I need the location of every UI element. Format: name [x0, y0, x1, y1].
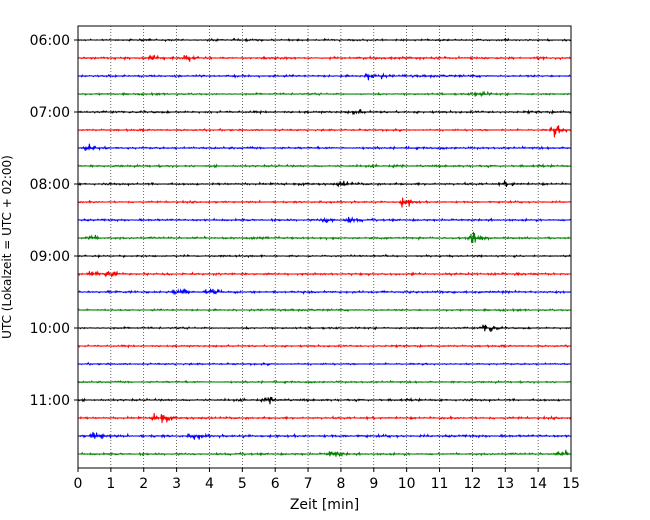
- seismic-trace: [77, 125, 571, 138]
- y-axis-label: UTC (Lokalzeit = UTC + 02:00): [0, 155, 14, 339]
- x-tick-label: 6: [271, 476, 280, 492]
- seismic-trace: [77, 431, 571, 440]
- seismic-trace: [77, 90, 571, 98]
- seismic-trace: [77, 197, 571, 208]
- x-tick-label: 15: [562, 476, 580, 492]
- seismic-trace: [77, 253, 571, 259]
- x-axis: 0 1 2 3 4 5 6 7 8 9 10 11 12 13 14 15: [74, 468, 580, 492]
- seismic-trace: [77, 324, 571, 332]
- x-tick-label: 2: [139, 476, 148, 492]
- x-tick-label: 8: [336, 476, 345, 492]
- y-tick-label: 11:00: [30, 393, 70, 409]
- seismic-trace: [77, 54, 571, 62]
- seismic-trace: [77, 163, 571, 169]
- x-tick-label: 14: [529, 476, 547, 492]
- x-tick-label: 5: [238, 476, 247, 492]
- x-tick-label: 10: [398, 476, 416, 492]
- x-tick-label: 0: [74, 476, 83, 492]
- x-axis-label: Zeit [min]: [290, 497, 359, 513]
- seismic-trace: [77, 288, 571, 296]
- x-tick-label: 3: [172, 476, 181, 492]
- seismic-trace: [77, 307, 571, 313]
- seismic-trace: [77, 379, 571, 385]
- y-tick-label: 09:00: [30, 249, 70, 265]
- trace-group: [77, 37, 572, 458]
- seismic-trace: [77, 449, 571, 458]
- seismic-trace: [77, 361, 571, 367]
- x-tick-label: 4: [205, 476, 214, 492]
- seismic-trace: [77, 37, 571, 43]
- y-tick-label: 08:00: [30, 177, 70, 193]
- seismic-trace: [77, 396, 571, 405]
- x-tick-label: 7: [304, 476, 313, 492]
- plot-frame: [77, 25, 572, 469]
- y-tick-label: 10:00: [30, 321, 70, 337]
- seismic-trace: [77, 413, 572, 424]
- seismic-trace: [77, 143, 571, 151]
- seismic-trace: [77, 343, 571, 349]
- y-axis: 06:00 07:00 08:00 09:00 10:00 11:00: [30, 33, 78, 409]
- seismic-trace: [77, 108, 572, 116]
- x-tick-label: 12: [463, 476, 481, 492]
- seismic-trace: [77, 180, 571, 188]
- seismic-trace: [77, 231, 571, 244]
- seismic-trace: [77, 72, 571, 81]
- x-tick-label: 9: [369, 476, 378, 492]
- x-tick-label: 1: [106, 476, 115, 492]
- seismic-trace: [77, 216, 572, 224]
- y-tick-label: 07:00: [30, 105, 70, 121]
- seismic-trace: [77, 270, 571, 278]
- x-tick-label: 11: [431, 476, 449, 492]
- y-tick-label: 06:00: [30, 33, 70, 49]
- x-tick-label: 13: [496, 476, 514, 492]
